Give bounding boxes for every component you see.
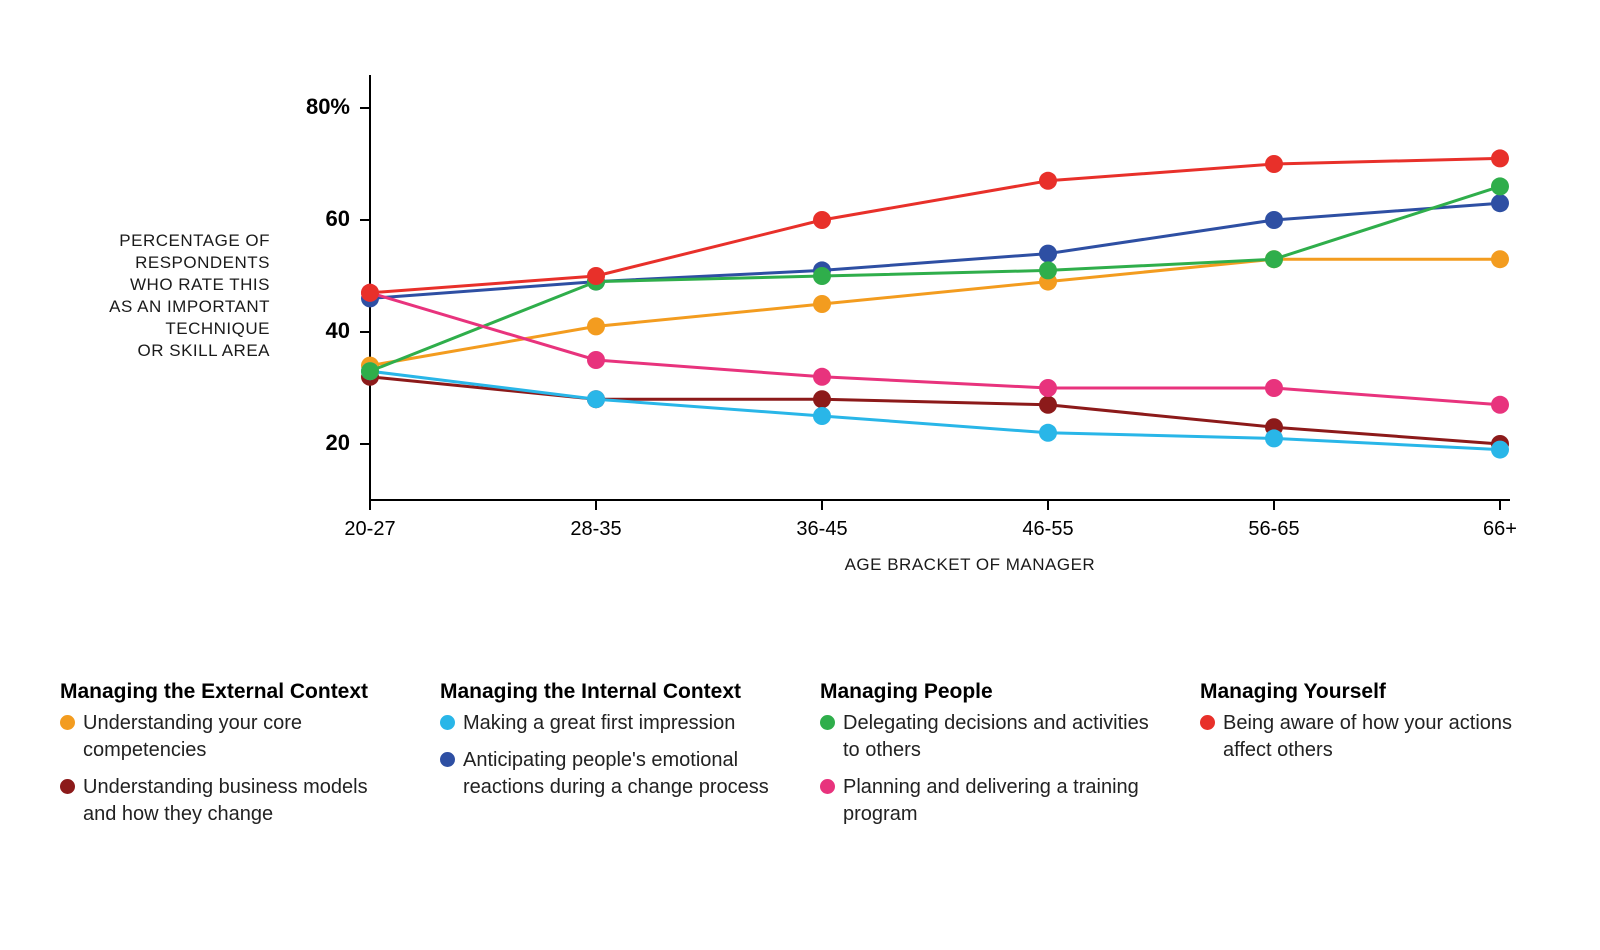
series-line-core_competencies [370, 259, 1500, 365]
legend-item-label: Anticipating people's emotional reaction… [463, 747, 780, 801]
legend-dot-icon [440, 752, 455, 767]
series-marker-training_program [813, 368, 831, 386]
series-marker-aware_actions [1039, 172, 1057, 190]
legend-item: Delegating decisions and activities to o… [820, 710, 1160, 764]
series-marker-delegating [1039, 261, 1057, 279]
legend: Managing the External Context Understandi… [60, 680, 1540, 838]
y-tick-label: 80% [290, 94, 350, 120]
series-line-training_program [370, 293, 1500, 405]
legend-item-label: Delegating decisions and activities to o… [843, 710, 1160, 764]
x-tick-label: 36-45 [796, 518, 847, 541]
legend-item: Making a great first impression [440, 710, 780, 737]
legend-item: Understanding your core competencies [60, 710, 400, 764]
legend-item: Anticipating people's emotional reaction… [440, 747, 780, 801]
legend-item: Understanding business models and how th… [60, 774, 400, 828]
series-marker-training_program [587, 351, 605, 369]
legend-column-title: Managing the Internal Context [440, 680, 780, 704]
legend-dot-icon [1200, 715, 1215, 730]
legend-column-title: Managing Yourself [1200, 680, 1540, 704]
x-tick-label: 28-35 [570, 518, 621, 541]
series-marker-training_program [1265, 379, 1283, 397]
y-tick-label: 60 [290, 206, 350, 232]
series-marker-delegating [361, 362, 379, 380]
legend-dot-icon [60, 779, 75, 794]
series-marker-aware_actions [1491, 149, 1509, 167]
series-line-anticipating_emotions [370, 203, 1500, 298]
series-marker-aware_actions [1265, 155, 1283, 173]
series-marker-core_competencies [587, 317, 605, 335]
legend-dot-icon [440, 715, 455, 730]
series-marker-first_impression [813, 407, 831, 425]
legend-item-label: Understanding business models and how th… [83, 774, 400, 828]
legend-dot-icon [820, 779, 835, 794]
y-tick-label: 20 [290, 430, 350, 456]
legend-column: Managing Yourself Being aware of how your… [1200, 680, 1540, 838]
series-marker-aware_actions [361, 284, 379, 302]
series-marker-first_impression [587, 390, 605, 408]
line-chart-svg [60, 40, 1540, 540]
series-marker-delegating [813, 267, 831, 285]
series-marker-aware_actions [813, 211, 831, 229]
series-marker-anticipating_emotions [1039, 245, 1057, 263]
series-marker-business_models [813, 390, 831, 408]
series-marker-delegating [1265, 250, 1283, 268]
legend-dot-icon [60, 715, 75, 730]
legend-column-title: Managing the External Context [60, 680, 400, 704]
series-marker-core_competencies [813, 295, 831, 313]
legend-item-label: Making a great first impression [463, 710, 735, 737]
series-marker-training_program [1491, 396, 1509, 414]
series-marker-training_program [1039, 379, 1057, 397]
chart-area: PERCENTAGE OFRESPONDENTSWHO RATE THISAS … [60, 40, 1540, 600]
series-marker-first_impression [1491, 441, 1509, 459]
x-tick-label: 20-27 [344, 518, 395, 541]
legend-column: Managing the External Context Understandi… [60, 680, 400, 838]
legend-item-label: Planning and delivering a training progr… [843, 774, 1160, 828]
legend-column-title: Managing People [820, 680, 1160, 704]
series-marker-anticipating_emotions [1265, 211, 1283, 229]
x-axis-label: AGE BRACKET OF MANAGER [845, 555, 1096, 575]
legend-item: Planning and delivering a training progr… [820, 774, 1160, 828]
legend-column: Managing People Delegating decisions and … [820, 680, 1160, 838]
series-marker-first_impression [1265, 429, 1283, 447]
series-line-business_models [370, 377, 1500, 444]
legend-item-label: Understanding your core competencies [83, 710, 400, 764]
chart-page: PERCENTAGE OFRESPONDENTSWHO RATE THISAS … [0, 0, 1600, 950]
series-marker-business_models [1039, 396, 1057, 414]
legend-item-label: Being aware of how your actions affect o… [1223, 710, 1540, 764]
legend-column: Managing the Internal Context Making a gr… [440, 680, 780, 838]
x-tick-label: 46-55 [1022, 518, 1073, 541]
series-marker-core_competencies [1491, 250, 1509, 268]
legend-item: Being aware of how your actions affect o… [1200, 710, 1540, 764]
series-marker-first_impression [1039, 424, 1057, 442]
y-tick-label: 40 [290, 318, 350, 344]
series-marker-aware_actions [587, 267, 605, 285]
series-marker-anticipating_emotions [1491, 194, 1509, 212]
legend-dot-icon [820, 715, 835, 730]
series-marker-delegating [1491, 177, 1509, 195]
x-tick-label: 56-65 [1248, 518, 1299, 541]
x-tick-label: 66+ [1483, 518, 1517, 541]
